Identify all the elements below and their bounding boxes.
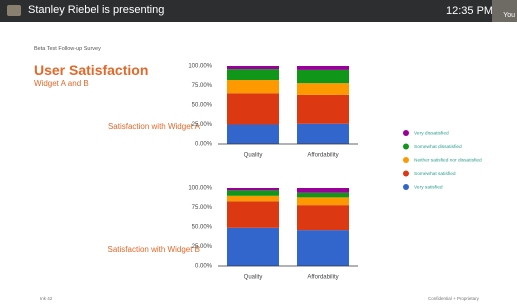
bar-segment: [227, 196, 279, 201]
legend-swatch: [403, 157, 409, 163]
legend-swatch: [403, 184, 409, 190]
bar-segment: [297, 83, 349, 95]
charts: 0.00% 25.00% 50.00% 75.00% 100.00% Quality Aff…: [0, 0, 517, 308]
y-tick-label: 75.00%: [192, 205, 213, 211]
bar-segment: [227, 201, 279, 228]
bar-segment: [227, 190, 279, 195]
x-tick-label: Affordability: [307, 153, 338, 159]
y-tick-label: 0.00%: [195, 264, 213, 270]
bar-segment: [227, 188, 279, 190]
x-tick-label: Quality: [244, 153, 263, 159]
y-tick-label: 25.00%: [192, 122, 213, 128]
bar-segment: [297, 188, 349, 193]
y-tick-label: 100.00%: [188, 186, 212, 192]
bar-segment: [227, 80, 279, 93]
bar-segment: [227, 66, 279, 69]
x-tick-label: Affordability: [307, 275, 338, 281]
y-tick-label: 25.00%: [192, 244, 213, 250]
legend-swatch: [403, 130, 409, 136]
bar-segment: [297, 230, 349, 266]
bar-segment: [297, 124, 349, 144]
legend-label: Neither satisfied nor dissatisfied: [414, 157, 482, 163]
legend-label: Very dissatisfied: [414, 130, 449, 136]
bar-segment: [297, 95, 349, 124]
bar-segment: [297, 70, 349, 83]
y-tick-label: 50.00%: [192, 225, 213, 231]
y-tick-label: 0.00%: [195, 142, 213, 148]
legend-label: Somewhat dissatisfied: [414, 144, 462, 150]
bar-segment: [227, 228, 279, 266]
bar-segment: [227, 125, 279, 145]
legend-label: Somewhat satisfied: [414, 171, 456, 177]
legend-swatch: [403, 144, 409, 150]
y-tick-label: 100.00%: [188, 64, 212, 70]
bar-segment: [227, 69, 279, 80]
legend-swatch: [403, 171, 409, 177]
bar-segment: [297, 197, 349, 205]
bar-segment: [297, 193, 349, 198]
bar-segment: [297, 66, 349, 70]
y-tick-label: 50.00%: [192, 103, 213, 109]
bar-segment: [227, 93, 279, 124]
y-tick-label: 75.00%: [192, 83, 213, 89]
legend-label: Very satisfied: [414, 184, 443, 190]
bar-segment: [297, 205, 349, 230]
x-tick-label: Quality: [244, 275, 263, 281]
screen: Stanley Riebel is presenting 12:35 PM Yo…: [0, 0, 517, 308]
